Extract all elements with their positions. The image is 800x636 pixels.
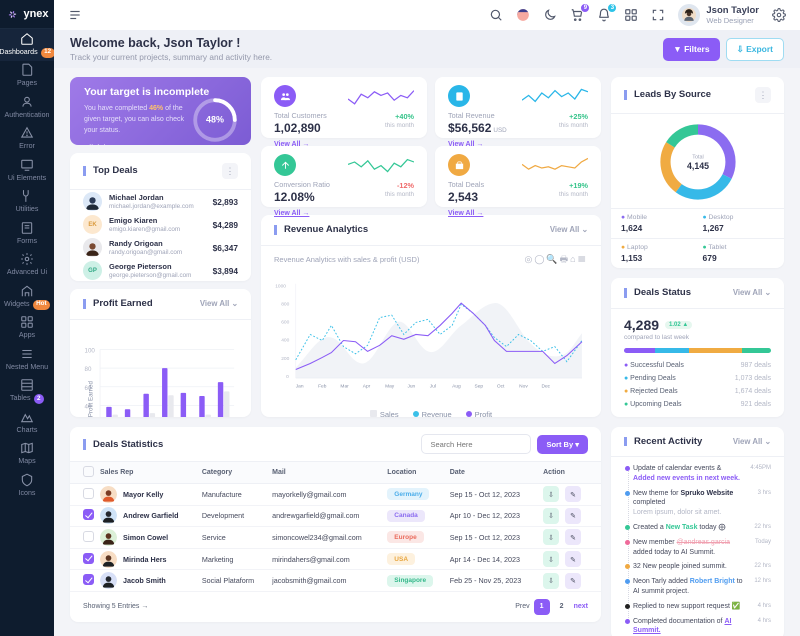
svg-text:4,145: 4,145 bbox=[686, 161, 708, 171]
svg-text:Oct: Oct bbox=[497, 383, 505, 389]
svg-text:200: 200 bbox=[281, 355, 289, 361]
svg-text:400: 400 bbox=[281, 337, 289, 343]
svg-text:1000: 1000 bbox=[275, 283, 286, 289]
svg-text:Sep: Sep bbox=[474, 383, 483, 389]
svg-text:800: 800 bbox=[281, 301, 289, 307]
svg-text:Jan: Jan bbox=[296, 383, 304, 389]
svg-text:Nov: Nov bbox=[519, 383, 528, 389]
svg-text:May: May bbox=[385, 383, 395, 389]
svg-text:Jul: Jul bbox=[430, 383, 436, 389]
svg-text:Total: Total bbox=[692, 155, 703, 161]
svg-text:Feb: Feb bbox=[318, 383, 327, 389]
svg-text:0: 0 bbox=[286, 373, 289, 379]
svg-text:Mar: Mar bbox=[340, 383, 349, 389]
svg-text:Aug: Aug bbox=[452, 383, 461, 389]
svg-text:Jun: Jun bbox=[407, 383, 415, 389]
svg-text:80: 80 bbox=[85, 366, 92, 373]
svg-text:Apr: Apr bbox=[363, 383, 371, 389]
svg-text:100: 100 bbox=[85, 347, 96, 354]
svg-text:48%: 48% bbox=[206, 115, 224, 125]
svg-text:Profit Earned: Profit Earned bbox=[87, 380, 94, 417]
svg-text:600: 600 bbox=[281, 319, 289, 325]
svg-text:Dec: Dec bbox=[542, 383, 551, 389]
